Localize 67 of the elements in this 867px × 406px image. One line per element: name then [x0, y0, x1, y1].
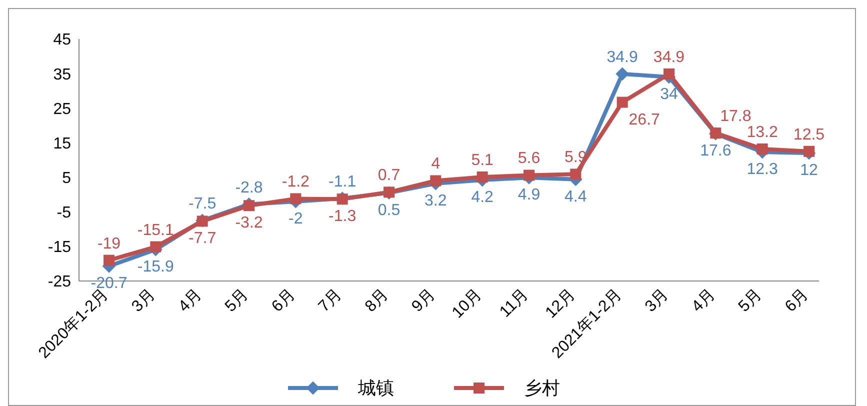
- x-tick-label: 6月: [782, 286, 812, 316]
- y-tick-label: 5: [62, 170, 72, 187]
- x-tick-label: 5月: [736, 286, 766, 316]
- y-tick-label: 45: [53, 32, 72, 49]
- x-tick-label: 5月: [222, 286, 252, 316]
- data-label: 12: [800, 162, 818, 180]
- x-tick-label: 8月: [362, 286, 392, 316]
- y-tick-label: -15: [48, 239, 72, 256]
- point: [616, 67, 629, 80]
- point: [104, 254, 114, 266]
- point: [570, 168, 582, 180]
- legend-label: 城镇: [357, 377, 394, 400]
- data-label: 26.7: [628, 111, 660, 128]
- point: [664, 68, 674, 80]
- y-tick-label: 25: [53, 100, 72, 118]
- data-label: -2: [288, 210, 303, 228]
- data-label: -1.2: [282, 174, 310, 191]
- data-label: 17.8: [720, 108, 752, 126]
- y-tick-label: 35: [53, 66, 72, 84]
- data-label: 34.9: [606, 48, 638, 66]
- point: [244, 200, 254, 212]
- data-label: 4.9: [518, 186, 540, 204]
- legend-label: 乡村: [523, 377, 560, 400]
- data-label: 34.9: [653, 48, 685, 66]
- data-label: -2.8: [235, 179, 263, 196]
- data-label: 0.7: [378, 167, 400, 184]
- point: [290, 193, 302, 204]
- data-label: 3.2: [424, 192, 447, 210]
- x-tick-label: 4月: [176, 286, 206, 316]
- x-tick-label: 6月: [268, 286, 298, 316]
- data-label: 12.5: [793, 126, 825, 144]
- data-label: 5.1: [471, 152, 494, 169]
- point: [756, 143, 768, 154]
- data-label: 12.3: [746, 161, 778, 178]
- x-tick-label: 4月: [688, 286, 718, 316]
- x-tick-label: 3月: [128, 286, 158, 316]
- data-label: -7.7: [188, 230, 216, 248]
- x-tick-label: 7月: [316, 286, 346, 316]
- point: [524, 170, 534, 181]
- x-tick-label: 3月: [642, 286, 672, 316]
- data-label: -15.9: [137, 258, 174, 276]
- x-tick-label: 9月: [408, 286, 438, 316]
- point: [476, 171, 488, 182]
- data-label: 34: [660, 86, 678, 104]
- y-tick-label: -25: [48, 274, 72, 291]
- x-tick-label: 11月: [496, 286, 532, 321]
- data-label: -3.2: [235, 214, 263, 232]
- data-label: 4.4: [564, 188, 587, 206]
- y-tick-label: 15: [53, 135, 72, 152]
- data-label: -19: [97, 235, 121, 252]
- point: [150, 241, 162, 252]
- data-label: -7.5: [188, 196, 216, 212]
- data-label: 13.2: [746, 124, 778, 141]
- point: [616, 96, 628, 108]
- x-tick-label: 12月: [542, 286, 578, 322]
- point: [430, 175, 442, 186]
- data-label: 17.6: [700, 142, 732, 160]
- point: [804, 146, 814, 157]
- data-label: 0.5: [378, 202, 400, 219]
- data-label: -1.1: [328, 173, 356, 190]
- data-label: 4.2: [471, 189, 494, 206]
- data-label: 5.6: [518, 150, 540, 168]
- data-label: 4: [431, 156, 440, 173]
- data-label: -15.1: [137, 222, 174, 239]
- x-tick-label: 10月: [449, 286, 486, 322]
- y-tick-label: -5: [56, 204, 72, 222]
- data-label: -1.3: [328, 208, 356, 226]
